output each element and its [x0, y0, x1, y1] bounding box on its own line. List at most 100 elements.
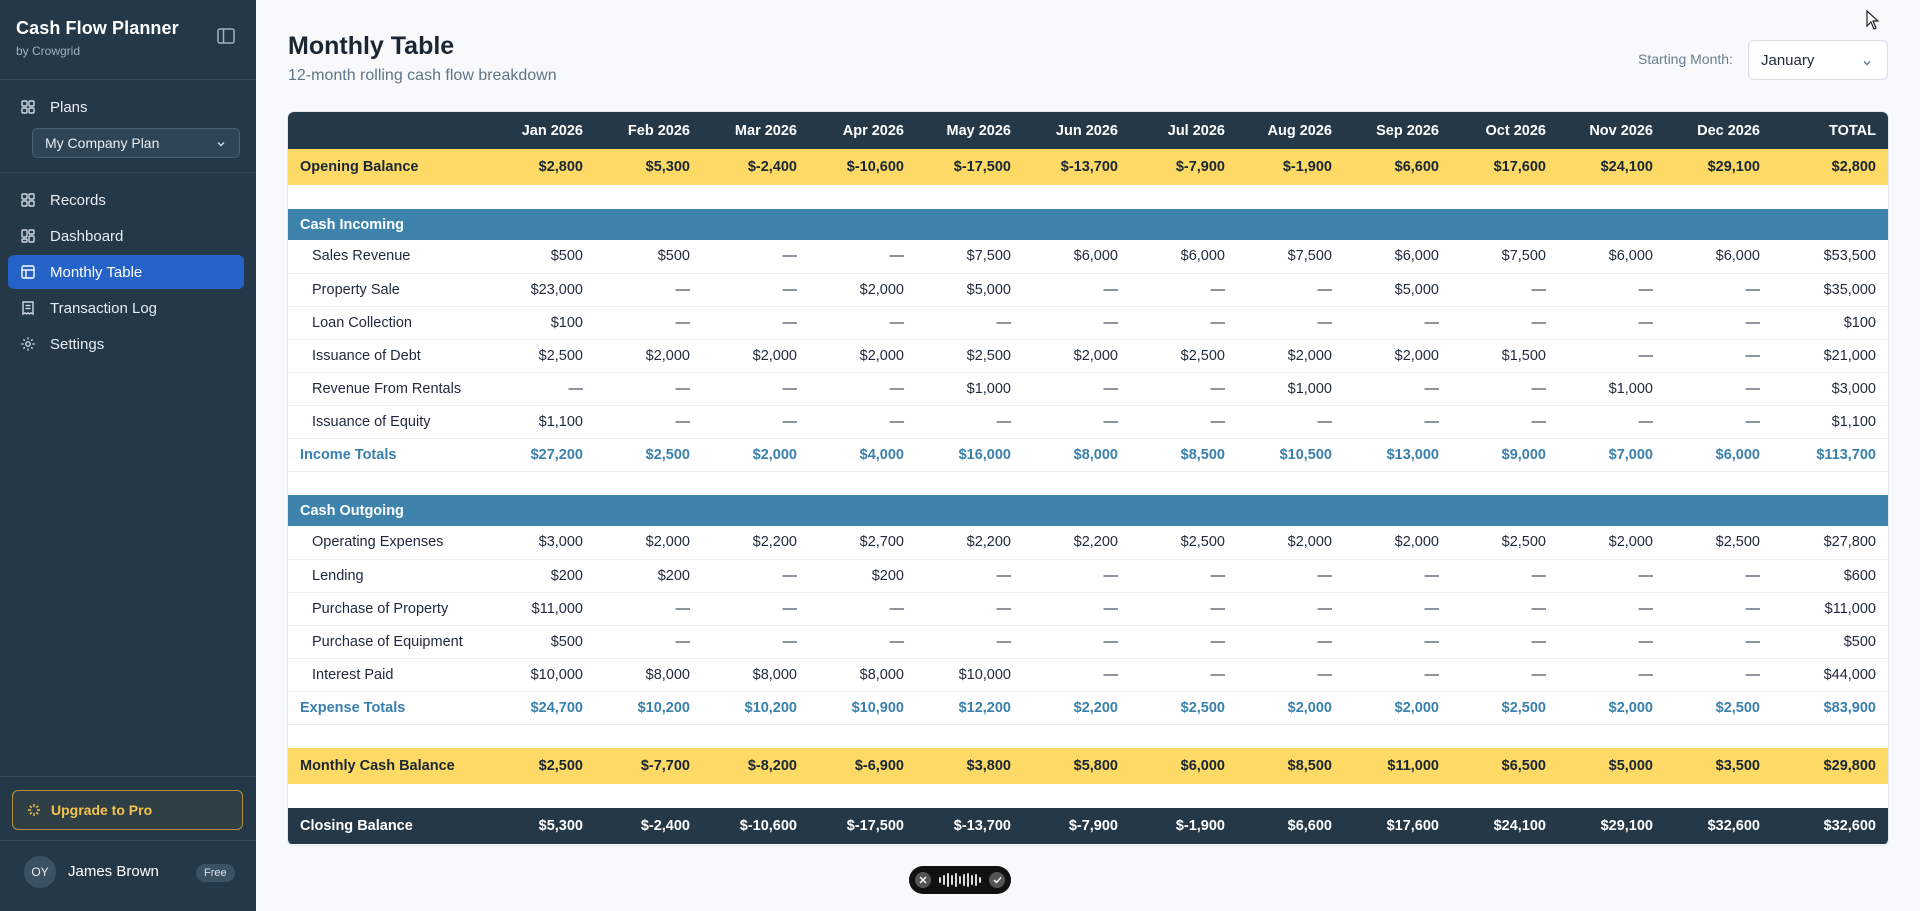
month-cell: —: [809, 240, 916, 274]
month-cell: —: [1344, 306, 1451, 340]
month-cell: —: [1558, 273, 1665, 307]
total-cell: $32,600: [1772, 808, 1888, 844]
check-icon[interactable]: [989, 872, 1005, 888]
month-cell: $2,000: [1344, 691, 1451, 725]
month-cell: —: [1237, 658, 1344, 692]
month-cell: $10,500: [1237, 438, 1344, 472]
month-cell: $2,000: [702, 438, 809, 472]
month-cell: —: [595, 625, 702, 659]
month-cell: $2,500: [1451, 526, 1558, 560]
income-row: Issuance of Debt $2,500 $2,000 $2,000 $2,000…: [288, 339, 1888, 373]
month-cell: $5,000: [916, 273, 1023, 307]
month-cell: —: [1344, 592, 1451, 626]
month-cell: Aug 2026: [1237, 112, 1344, 149]
grid-icon: [20, 192, 36, 208]
month-cell: $200: [809, 559, 916, 593]
month-cell: $2,000: [1344, 526, 1451, 560]
month-cell: $2,500: [595, 438, 702, 472]
row-label: Loan Collection: [288, 306, 488, 340]
sidebar-item-plans[interactable]: Plans: [8, 90, 244, 124]
month-cell: $2,000: [1237, 339, 1344, 373]
monthly-cash-balance-row: Monthly Cash Balance $2,500 $-7,700 $-8,200…: [288, 748, 1888, 784]
mouse-cursor-icon: [1866, 9, 1880, 35]
close-icon[interactable]: [915, 872, 931, 888]
month-cell: —: [1344, 559, 1451, 593]
sidebar-item-records[interactable]: Records: [8, 183, 244, 217]
month-cell: —: [702, 559, 809, 593]
month-cell: —: [1130, 273, 1237, 307]
sidebar-item-dashboard[interactable]: Dashboard: [8, 219, 244, 253]
month-cell: $2,500: [1665, 526, 1772, 560]
month-cell: —: [1451, 592, 1558, 626]
dashboard-icon: [20, 228, 36, 244]
month-cell: —: [1665, 339, 1772, 373]
month-cell: $5,000: [1344, 273, 1451, 307]
month-cell: $12,200: [916, 691, 1023, 725]
spacer-row: [288, 724, 1888, 748]
month-cell: Jul 2026: [1130, 112, 1237, 149]
month-cell: $8,500: [1237, 748, 1344, 784]
month-cell: $27,200: [488, 438, 595, 472]
month-cell: —: [702, 306, 809, 340]
month-cell: $6,000: [1023, 240, 1130, 274]
total-cell: $11,000: [1772, 592, 1888, 626]
row-label: Opening Balance: [288, 149, 488, 185]
month-cell: $3,000: [488, 526, 595, 560]
month-cell: —: [1023, 559, 1130, 593]
month-cell: —: [1344, 372, 1451, 406]
expense-row: Operating Expenses $3,000 $2,000 $2,200 $2,7…: [288, 526, 1888, 560]
month-cell: —: [1237, 405, 1344, 439]
month-cell: $6,000: [1344, 240, 1451, 274]
month-cell: $2,000: [1558, 526, 1665, 560]
month-cell: $11,000: [488, 592, 595, 626]
month-cell: —: [1237, 559, 1344, 593]
sidebar-item-transaction-log[interactable]: Transaction Log: [8, 291, 244, 325]
month-cell: $24,700: [488, 691, 595, 725]
month-cell: $4,000: [809, 438, 916, 472]
total-cell: $113,700: [1772, 438, 1888, 472]
month-cell: $-2,400: [702, 149, 809, 185]
month-cell: $-17,500: [916, 149, 1023, 185]
plan-badge: Free: [196, 864, 235, 882]
gear-icon: [20, 336, 36, 352]
month-cell: —: [1130, 592, 1237, 626]
starting-month-select[interactable]: January: [1748, 40, 1888, 80]
month-cell: $9,000: [1451, 438, 1558, 472]
month-cell: —: [1130, 625, 1237, 659]
row-label: [288, 112, 488, 149]
month-cell: $200: [595, 559, 702, 593]
sidebar-item-settings[interactable]: Settings: [8, 327, 244, 361]
sidebar-item-monthly-table[interactable]: Monthly Table: [8, 255, 244, 289]
section-label: Cash Incoming: [288, 209, 1888, 240]
month-cell: —: [1130, 658, 1237, 692]
month-cell: $17,600: [1344, 808, 1451, 844]
sidebar-toggle-icon[interactable]: [216, 26, 238, 48]
month-cell: —: [1558, 559, 1665, 593]
month-cell: $-10,600: [809, 149, 916, 185]
month-cell: $17,600: [1451, 149, 1558, 185]
month-cell: $2,700: [809, 526, 916, 560]
month-cell: —: [595, 273, 702, 307]
month-cell: $-7,900: [1023, 808, 1130, 844]
month-cell: $6,000: [1130, 240, 1237, 274]
total-cell: TOTAL: [1772, 112, 1888, 149]
month-cell: $-17,500: [809, 808, 916, 844]
user-profile[interactable]: OY James Brown Free: [0, 840, 256, 911]
sparkle-icon: [27, 803, 41, 817]
month-cell: $8,000: [702, 658, 809, 692]
income-row: Loan Collection $100— — — — — — — — — — — $100: [288, 306, 1888, 340]
month-cell: $10,000: [916, 658, 1023, 692]
plan-select[interactable]: My Company Plan: [32, 128, 240, 158]
month-cell: —: [1451, 625, 1558, 659]
month-cell: —: [1451, 372, 1558, 406]
month-cell: $1,100: [488, 405, 595, 439]
user-name: James Brown: [68, 863, 159, 880]
month-cell: —: [916, 559, 1023, 593]
upgrade-button[interactable]: Upgrade to Pro: [12, 790, 243, 830]
row-label: Property Sale: [288, 273, 488, 307]
month-cell: —: [1023, 372, 1130, 406]
grid-icon: [20, 99, 36, 115]
sidebar-item-label: Monthly Table: [50, 263, 143, 281]
month-cell: $24,100: [1558, 149, 1665, 185]
expense-row: Purchase of Property $11,000— — — — — — — — — — — $1…: [288, 592, 1888, 626]
